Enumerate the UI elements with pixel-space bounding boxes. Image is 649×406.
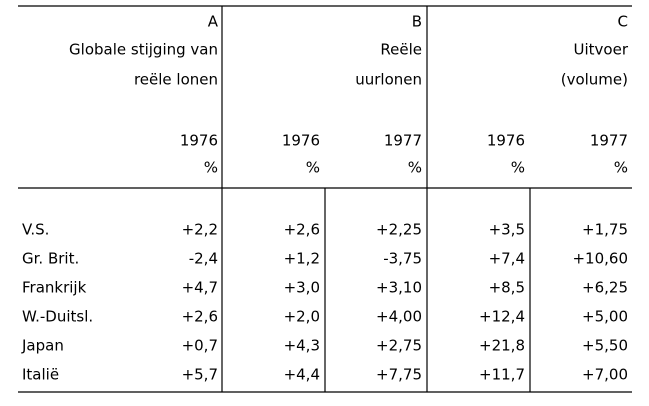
cell: +4,7 [182, 279, 218, 297]
cell: +21,8 [479, 337, 525, 355]
cell: +2,2 [182, 221, 218, 239]
year: 1977 [590, 132, 628, 150]
cell: -3,75 [383, 250, 422, 268]
row-label: Gr. Brit. [22, 250, 79, 268]
cell: +7,00 [582, 366, 628, 384]
unit: % [511, 159, 525, 177]
cell: +7,75 [376, 366, 422, 384]
group-title: reële lonen [134, 71, 218, 89]
year: 1976 [180, 132, 218, 150]
year: 1976 [487, 132, 525, 150]
cell: +4,4 [284, 366, 320, 384]
cell: +0,7 [182, 337, 218, 355]
year: 1977 [384, 132, 422, 150]
group-title: Reële [380, 41, 422, 59]
group-title: Uitvoer [574, 41, 629, 59]
cell: +2,75 [376, 337, 422, 355]
group-letter: B [412, 13, 422, 31]
cell: +2,6 [182, 308, 218, 326]
unit: % [614, 159, 628, 177]
cell: +2,6 [284, 221, 320, 239]
group-letter: A [208, 13, 219, 31]
cell: +12,4 [479, 308, 525, 326]
year: 1976 [282, 132, 320, 150]
cell: +3,10 [376, 279, 422, 297]
cell: +1,75 [582, 221, 628, 239]
cell: +5,50 [582, 337, 628, 355]
cell: +3,0 [284, 279, 320, 297]
row-label: V.S. [22, 221, 49, 239]
unit: % [408, 159, 422, 177]
cell: -2,4 [189, 250, 218, 268]
cell: +4,3 [284, 337, 320, 355]
row-label: W.-Duitsl. [22, 308, 93, 326]
cell: +2,25 [376, 221, 422, 239]
row-label: Italië [22, 366, 59, 384]
cell: +4,00 [376, 308, 422, 326]
group-title: (volume) [561, 71, 628, 89]
unit: % [306, 159, 320, 177]
cell: +10,60 [572, 250, 628, 268]
row-label: Japan [21, 337, 64, 355]
cell: +5,00 [582, 308, 628, 326]
unit: % [204, 159, 218, 177]
cell: +6,25 [582, 279, 628, 297]
cell: +11,7 [479, 366, 525, 384]
cell: +5,7 [182, 366, 218, 384]
cell: +1,2 [284, 250, 320, 268]
group-title: Globale stijging van [69, 41, 218, 59]
cell: +7,4 [489, 250, 525, 268]
cell: +8,5 [489, 279, 525, 297]
group-title: uurlonen [355, 71, 422, 89]
group-letter: C [618, 13, 628, 31]
row-label: Frankrijk [22, 279, 87, 297]
cell: +3,5 [489, 221, 525, 239]
cell: +2,0 [284, 308, 320, 326]
